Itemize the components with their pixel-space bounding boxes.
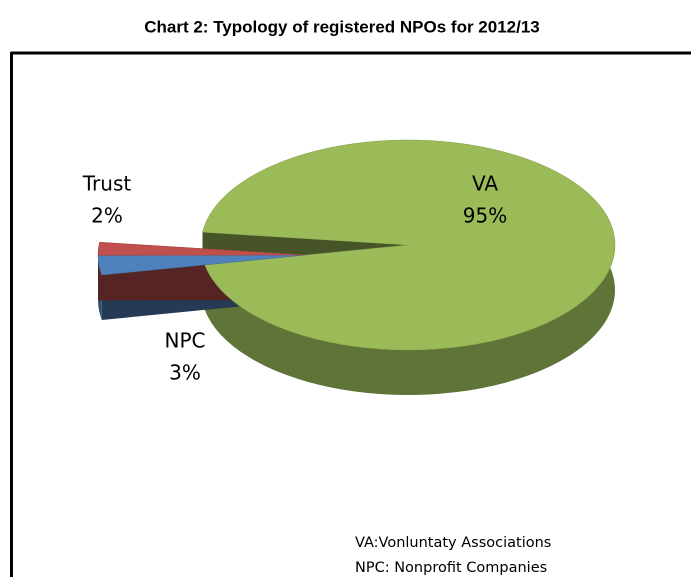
data-label-value: 3% — [169, 361, 201, 385]
pie-slice — [202, 139, 616, 351]
data-label-value: 2% — [91, 204, 123, 228]
data-label-category: Trust — [82, 172, 132, 196]
chart-title: Chart 2: Typology of registered NPOs for… — [144, 17, 540, 36]
annotation: VA:Vonluntaty Associations — [355, 535, 551, 551]
pie-tops — [97, 139, 616, 351]
data-label-category: VA — [472, 172, 498, 196]
annotation: NPC: Nonprofit Companies — [355, 560, 547, 576]
data-label-value: 95% — [463, 204, 507, 228]
data-label-category: NPC — [165, 329, 206, 353]
pie-slice — [97, 241, 306, 256]
